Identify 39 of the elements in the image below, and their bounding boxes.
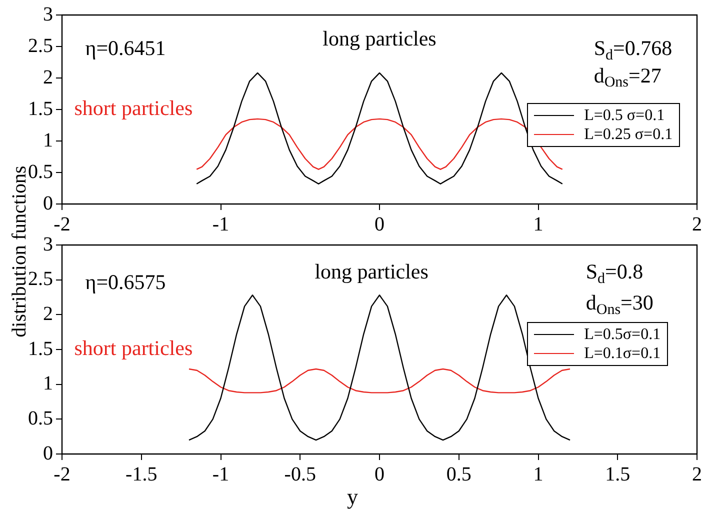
annotation: η=0.6451 [85, 36, 166, 60]
x-tick-label: -1.5 [126, 463, 158, 486]
x-tick-label: -1 [212, 463, 230, 486]
x-tick-label: 0 [374, 463, 384, 486]
legend-label: L=0.5σ=0.1 [584, 324, 661, 344]
x-tick-label: 2 [692, 463, 702, 486]
x-tick-label: -2 [54, 463, 70, 486]
x-tick-label: 2 [692, 213, 702, 236]
legend-label: L=0.1σ=0.1 [584, 344, 661, 363]
annotation: η=0.6575 [85, 270, 166, 294]
x-axis-title: y [346, 484, 359, 510]
y-tick-label: 3 [43, 3, 53, 26]
x-tick-label: -0.5 [284, 463, 316, 486]
x-tick-label: -2 [54, 213, 70, 236]
x-tick-label: 1 [533, 213, 544, 236]
y-tick-label: 0 [43, 192, 53, 214]
x-tick-label: 0.5 [446, 463, 472, 486]
legend-label: L=0.5 σ=0.1 [584, 106, 665, 126]
x-tick-label: 0 [374, 213, 384, 236]
annotation: long particles [314, 259, 428, 284]
y-tick-label: 2 [43, 66, 53, 88]
y-tick-label: 2.5 [28, 34, 53, 57]
y-tick-label: 1 [43, 129, 53, 152]
y-tick-label: 1.5 [28, 338, 53, 360]
annotation: short particles [74, 336, 193, 360]
annotation: short particles [74, 96, 193, 120]
legend-label: L=0.25 σ=0.1 [584, 125, 673, 144]
annotation: long particles [322, 26, 436, 51]
y-tick-label: 0.5 [28, 407, 53, 430]
x-tick-label: -1 [212, 213, 230, 236]
x-tick-label: 1.5 [605, 463, 630, 486]
x-tick-label: 1 [533, 463, 544, 486]
y-tick-label: 0 [43, 442, 53, 464]
y-tick-label: 3 [43, 233, 53, 256]
y-tick-label: 0.5 [28, 160, 53, 183]
y-tick-label: 1 [43, 372, 53, 395]
y-tick-label: 2.5 [28, 268, 53, 290]
y-tick-label: 2 [43, 302, 53, 325]
y-tick-label: 1.5 [28, 98, 53, 120]
